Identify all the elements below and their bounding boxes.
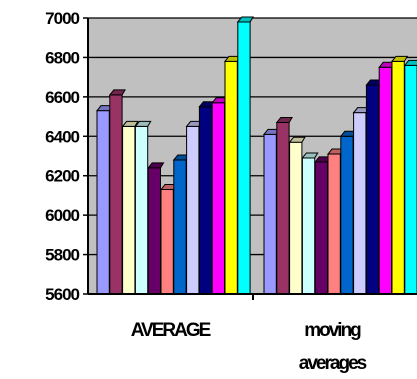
- bar-face: [134, 125, 149, 295]
- bar-face: [327, 153, 341, 295]
- bar-face: [404, 64, 417, 295]
- y-tick-label: 6000: [45, 206, 79, 225]
- bars: [95, 16, 417, 295]
- bar: [301, 152, 319, 295]
- y-tick-labels: 5600 5800 6000 6200 6400 6600 6800 7000: [45, 9, 80, 304]
- bar-face: [211, 102, 225, 295]
- bar-top: [134, 120, 152, 127]
- bar-face: [186, 125, 200, 295]
- bar-top: [147, 162, 165, 169]
- bar: [365, 79, 383, 295]
- axes: [83, 17, 417, 300]
- bar-face: [173, 159, 187, 295]
- bar-face: [109, 94, 123, 295]
- bar: [403, 59, 417, 295]
- bar-top: [236, 16, 254, 23]
- bar-face: [122, 125, 136, 295]
- bar-face: [147, 167, 161, 295]
- category-label: moving: [304, 320, 361, 341]
- bar-face: [263, 133, 277, 295]
- bar-face: [237, 21, 251, 295]
- bar-face: [198, 106, 213, 295]
- bar: [211, 97, 229, 295]
- y-tick-label: 6800: [45, 48, 79, 67]
- bar-face: [314, 161, 329, 295]
- bar-face: [340, 135, 354, 295]
- bar-face: [365, 84, 380, 295]
- bar-face: [353, 112, 367, 295]
- bar-face: [160, 189, 174, 295]
- bar-top: [403, 59, 417, 66]
- y-tick-label: 6600: [45, 88, 79, 107]
- bar-face: [96, 110, 110, 295]
- bar-top: [390, 55, 409, 62]
- bar-face: [276, 121, 290, 295]
- bar: [275, 116, 293, 295]
- bar-top: [275, 116, 293, 123]
- bar-face: [224, 60, 238, 295]
- category-label: AVERAGE: [131, 320, 211, 341]
- bar-face: [301, 157, 316, 295]
- y-tick-label: 5600: [45, 285, 79, 304]
- y-tick-label: 6400: [45, 127, 79, 146]
- bar-top: [301, 152, 319, 159]
- bar-top: [288, 136, 306, 143]
- bar-face: [391, 60, 405, 295]
- bar-top: [108, 89, 126, 96]
- category-labels: AVERAGE moving averages: [131, 320, 369, 374]
- y-tick-label: 5800: [45, 246, 79, 265]
- y-tick-label: 6200: [45, 167, 79, 186]
- bar-face: [378, 66, 393, 295]
- bar-face: [289, 141, 303, 295]
- category-label: averages: [299, 353, 367, 374]
- bar-top: [121, 120, 139, 127]
- y-tick-label: 7000: [45, 9, 79, 28]
